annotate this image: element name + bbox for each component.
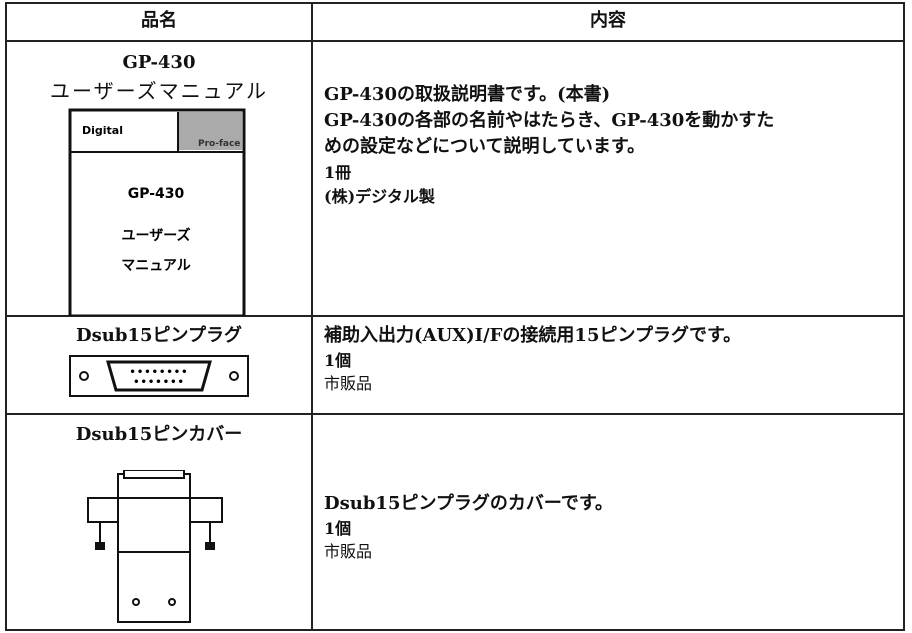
header-cell: 内容 — [590, 10, 626, 31]
content-line: (株)デジタル製 — [324, 187, 435, 206]
item-name: Dsub15ピンカバー — [75, 424, 243, 445]
svg-text:••••••••: •••••••• — [129, 367, 188, 378]
content-line: GP-430の各部の名前やはたらき、GP-430を動かすた — [324, 110, 775, 131]
table-border — [5, 629, 905, 631]
table-border — [311, 2, 313, 631]
image-label: GP-430 — [128, 186, 185, 202]
item-name: Dsub15ピンプラグ — [76, 325, 242, 346]
table-border — [903, 2, 905, 631]
content-line: 市販品 — [324, 374, 373, 393]
content-line: 補助入出力(AUX)I/Fの接続用15ピンプラグです。 — [324, 325, 742, 346]
content-line: Dsub15ピンプラグのカバーです。 — [324, 493, 614, 514]
svg-text:•••••••: ••••••• — [133, 377, 185, 388]
content-line: 1冊 — [324, 163, 352, 182]
image-label: マニュアル — [121, 258, 191, 274]
header-cell: 品名 — [141, 10, 177, 31]
content-line: 1個 — [324, 351, 352, 370]
connector-image: •••••••• ••••••• — [69, 355, 249, 397]
image-label: Pro-face — [198, 139, 240, 149]
table-border — [5, 2, 7, 631]
table-border — [5, 315, 905, 317]
table-border — [5, 413, 905, 415]
manual-image: Digital Pro-face GP-430 ユーザーズ マニュアル — [68, 108, 246, 316]
cover-image — [87, 470, 223, 623]
content-line: 市販品 — [324, 542, 373, 561]
item-name: GP-430 — [122, 52, 196, 73]
table-border — [5, 40, 905, 42]
content-line: GP-430の取扱説明書です。(本書) — [324, 84, 611, 105]
content-line: めの設定などについて説明しています。 — [324, 136, 646, 157]
content-line: 1個 — [324, 519, 352, 538]
item-name: ユーザーズマニュアル — [50, 79, 268, 103]
image-label: Digital — [82, 124, 123, 137]
table-border — [5, 2, 905, 4]
image-label: ユーザーズ — [121, 227, 190, 244]
